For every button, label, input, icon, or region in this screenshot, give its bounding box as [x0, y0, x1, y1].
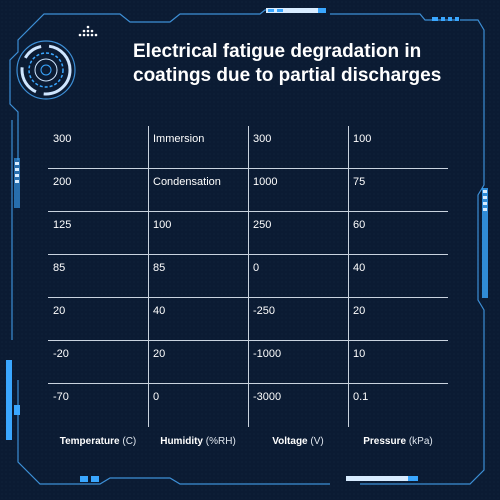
data-table: 300 Immersion 300 100 200 Condensation 1… — [48, 126, 448, 427]
table-cell: 20 — [53, 305, 66, 317]
table-cell: Condensation — [148, 169, 248, 211]
table-cell: 300 — [53, 133, 72, 145]
legend-unit: (%RH) — [205, 436, 236, 447]
table-row: 125 100 250 60 — [48, 212, 448, 255]
table-cell: -250 — [248, 298, 348, 340]
legend-pressure: Pressure (kPa) — [348, 436, 448, 447]
table-cell: 10 — [348, 341, 448, 383]
table-cell: 100 — [348, 126, 448, 168]
table-cell: 300 — [248, 126, 348, 168]
title-line-2: coatings due to partial discharges — [133, 65, 442, 86]
table-cell: 20 — [348, 298, 448, 340]
table-cell: 40 — [148, 298, 248, 340]
page-title: Electrical fatigue degradation in coatin… — [133, 40, 453, 88]
table-row: 85 85 0 40 — [48, 255, 448, 298]
table-cell: 250 — [248, 212, 348, 254]
table-row: 300 Immersion 300 100 — [48, 126, 448, 169]
legend-unit: (V) — [310, 436, 324, 447]
table-cell: -1000 — [248, 341, 348, 383]
table-cell: 85 — [53, 262, 66, 274]
legend-voltage: Voltage (V) — [248, 436, 348, 447]
table-cell: Immersion — [148, 126, 248, 168]
table-cell: 100 — [148, 212, 248, 254]
table-row: 20 40 -250 20 — [48, 298, 448, 341]
legend-name: Pressure — [363, 436, 407, 447]
table-cell: 85 — [148, 255, 248, 297]
table-cell: 125 — [53, 219, 72, 231]
legend-humidity: Humidity (%RH) — [148, 436, 248, 447]
table-cell: 60 — [348, 212, 448, 254]
table-cell: 40 — [348, 255, 448, 297]
table-row: -70 0 -3000 0.1 — [48, 384, 448, 427]
table-cell: 20 — [148, 341, 248, 383]
table-cell: -70 — [53, 391, 69, 403]
legend-name: Humidity — [160, 436, 203, 447]
table-cell: -20 — [53, 348, 69, 360]
legend-name: Voltage — [272, 436, 308, 447]
frame-accents — [6, 8, 488, 482]
table-cell: 0 — [148, 384, 248, 427]
table-cell: 75 — [348, 169, 448, 211]
table-cell: 1000 — [248, 169, 348, 211]
title-line-1: Electrical fatigue degradation in — [133, 41, 422, 62]
table-cell: 0.1 — [348, 384, 448, 427]
legend-temperature: Temperature (C) — [48, 436, 148, 447]
legend-unit: (C) — [122, 436, 137, 447]
table-cell: 200 — [53, 176, 72, 188]
table-cell: -3000 — [248, 384, 348, 427]
legend-unit: (kPa) — [408, 436, 433, 447]
frame-outline — [9, 9, 485, 485]
legend-name: Temperature — [59, 436, 120, 447]
table-row: 200 Condensation 1000 75 — [48, 169, 448, 212]
circle-emblem-icon — [16, 40, 76, 100]
table-row: -20 20 -1000 10 — [48, 341, 448, 384]
column-legend: Temperature (C) Humidity (%RH) Voltage (… — [48, 436, 448, 447]
table-cell: 0 — [248, 255, 348, 297]
